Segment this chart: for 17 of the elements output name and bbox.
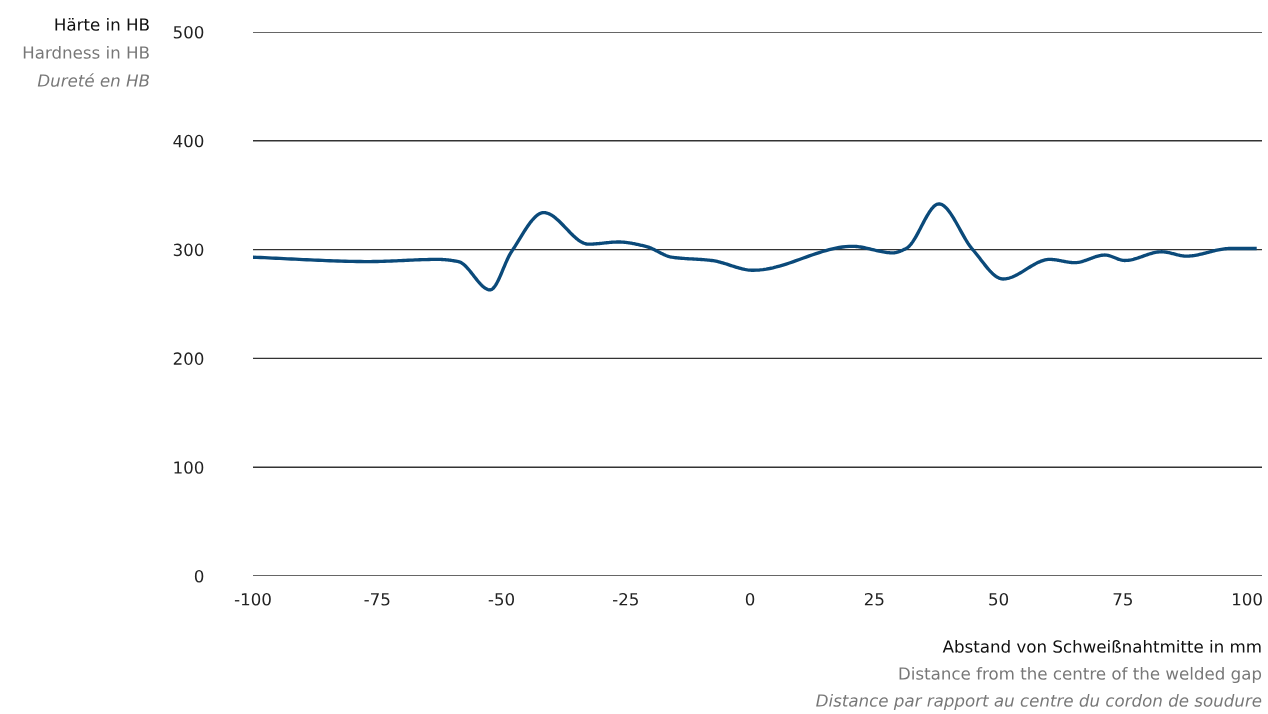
y-tick-label: 100 <box>174 461 204 474</box>
y-tick-label: 0 <box>194 569 204 583</box>
x-tick-label: 75 <box>1113 593 1132 606</box>
x-tick-label: -75 <box>364 593 390 606</box>
y-tick-label: 300 <box>173 243 204 257</box>
y-tick-label: 500 <box>173 25 204 39</box>
x-tick-label: 100 <box>1233 592 1262 606</box>
x-axis-title: Abstand von Schweißnahtmitte in mm Distance from the centre of the welded gap Distance par rapport au centre du cordon de soudure <box>816 639 1262 711</box>
y-tick-label: 400 <box>173 134 204 148</box>
x-tick-label: -100 <box>234 592 271 606</box>
x-tick-label: -25 <box>612 592 638 606</box>
x-tick-label: 50 <box>989 592 1009 606</box>
x-tick-label: 25 <box>864 592 884 606</box>
x-tick-label: 0 <box>745 592 755 606</box>
x-tick-label: -50 <box>488 592 515 606</box>
y-tick-label: 200 <box>173 352 204 365</box>
y-axis-title: Härte in HB Hardness in HB Dureté en HB <box>23 17 149 87</box>
